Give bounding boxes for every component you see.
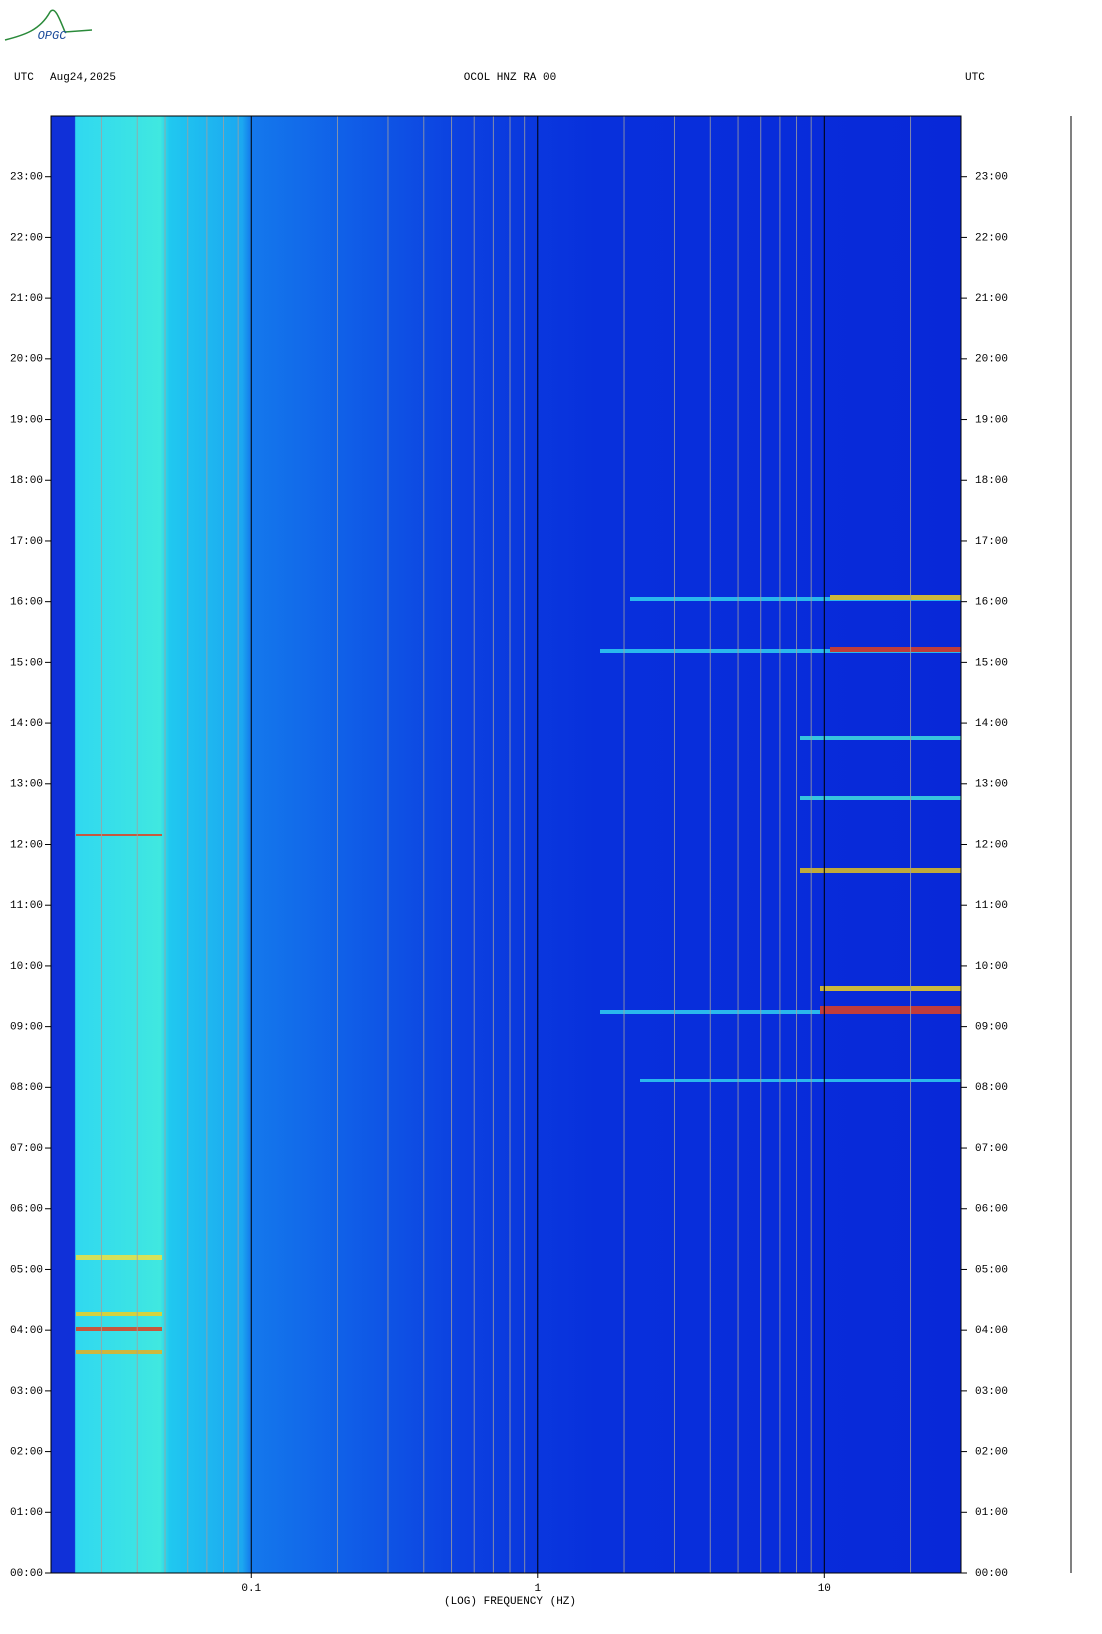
- y-tick-label-right: 23:00: [975, 172, 1008, 184]
- x-tick-label: 0.1: [241, 1583, 261, 1595]
- y-tick-label-right: 03:00: [975, 1386, 1008, 1398]
- y-tick-label-left: 08:00: [10, 1082, 43, 1094]
- y-tick-label-left: 21:00: [10, 293, 43, 305]
- spectrogram: [51, 116, 961, 1573]
- y-tick-label-left: 20:00: [10, 354, 43, 366]
- logo: OPGC: [4, 9, 93, 43]
- y-tick-label-left: 00:00: [10, 1568, 43, 1580]
- y-tick-label-right: 00:00: [975, 1568, 1008, 1580]
- y-tick-label-right: 16:00: [975, 597, 1008, 609]
- y-tick-label-right: 12:00: [975, 839, 1008, 851]
- plot-frame: [50, 115, 962, 1574]
- y-tick-label-right: 08:00: [975, 1082, 1008, 1094]
- y-tick-label-right: 17:00: [975, 536, 1008, 548]
- y-tick-label-left: 15:00: [10, 657, 43, 669]
- event-streaks: [76, 595, 961, 1354]
- y-tick-label-right: 06:00: [975, 1204, 1008, 1216]
- y-tick-label-right: 18:00: [975, 475, 1008, 487]
- x-tick-label: 10: [818, 1583, 831, 1595]
- y-tick-label-left: 17:00: [10, 536, 43, 548]
- time-zone-right: UTC: [965, 72, 985, 84]
- y-tick-label-right: 14:00: [975, 718, 1008, 730]
- y-tick-label-left: 13:00: [10, 779, 43, 791]
- y-tick-label-right: 09:00: [975, 1022, 1008, 1034]
- y-tick-label-right: 11:00: [975, 900, 1008, 912]
- y-tick-label-left: 01:00: [10, 1507, 43, 1519]
- y-tick-label-left: 07:00: [10, 1143, 43, 1155]
- logo-text: OPGC: [38, 29, 68, 43]
- y-tick-label-right: 02:00: [975, 1446, 1008, 1458]
- chart-title: OCOL HNZ RA 00: [464, 72, 556, 84]
- y-tick-label-left: 06:00: [10, 1204, 43, 1216]
- y-tick-label-right: 21:00: [975, 293, 1008, 305]
- y-tick-label-left: 09:00: [10, 1022, 43, 1034]
- date: Aug24,2025: [50, 72, 116, 84]
- spectrogram-field: [51, 116, 961, 1573]
- y-tick-label-right: 22:00: [975, 232, 1008, 244]
- x-axis-label: (LOG) FREQUENCY (HZ): [444, 1596, 576, 1608]
- y-tick-label-right: 20:00: [975, 354, 1008, 366]
- y-tick-label-left: 16:00: [10, 597, 43, 609]
- y-tick-label-right: 19:00: [975, 414, 1008, 426]
- y-tick-label-left: 12:00: [10, 839, 43, 851]
- y-tick-label-left: 23:00: [10, 172, 43, 184]
- y-tick-label-right: 10:00: [975, 961, 1008, 973]
- y-tick-label-right: 04:00: [975, 1325, 1008, 1337]
- y-tick-label-right: 13:00: [975, 779, 1008, 791]
- x-tick-label: 1: [534, 1583, 541, 1595]
- y-tick-label-left: 11:00: [10, 900, 43, 912]
- y-tick-label-right: 05:00: [975, 1264, 1008, 1276]
- y-tick-label-right: 07:00: [975, 1143, 1008, 1155]
- y-tick-label-left: 03:00: [10, 1386, 43, 1398]
- y-tick-label-left: 10:00: [10, 961, 43, 973]
- y-tick-label-right: 15:00: [975, 657, 1008, 669]
- y-tick-label-left: 05:00: [10, 1264, 43, 1276]
- y-tick-label-left: 22:00: [10, 232, 43, 244]
- y-tick-label-left: 02:00: [10, 1446, 43, 1458]
- y-tick-label-left: 14:00: [10, 718, 43, 730]
- y-tick-label-left: 04:00: [10, 1325, 43, 1337]
- y-tick-label-left: 18:00: [10, 475, 43, 487]
- time-zone-left: UTC: [14, 72, 34, 84]
- y-tick-label-left: 19:00: [10, 414, 43, 426]
- y-tick-label-right: 01:00: [975, 1507, 1008, 1519]
